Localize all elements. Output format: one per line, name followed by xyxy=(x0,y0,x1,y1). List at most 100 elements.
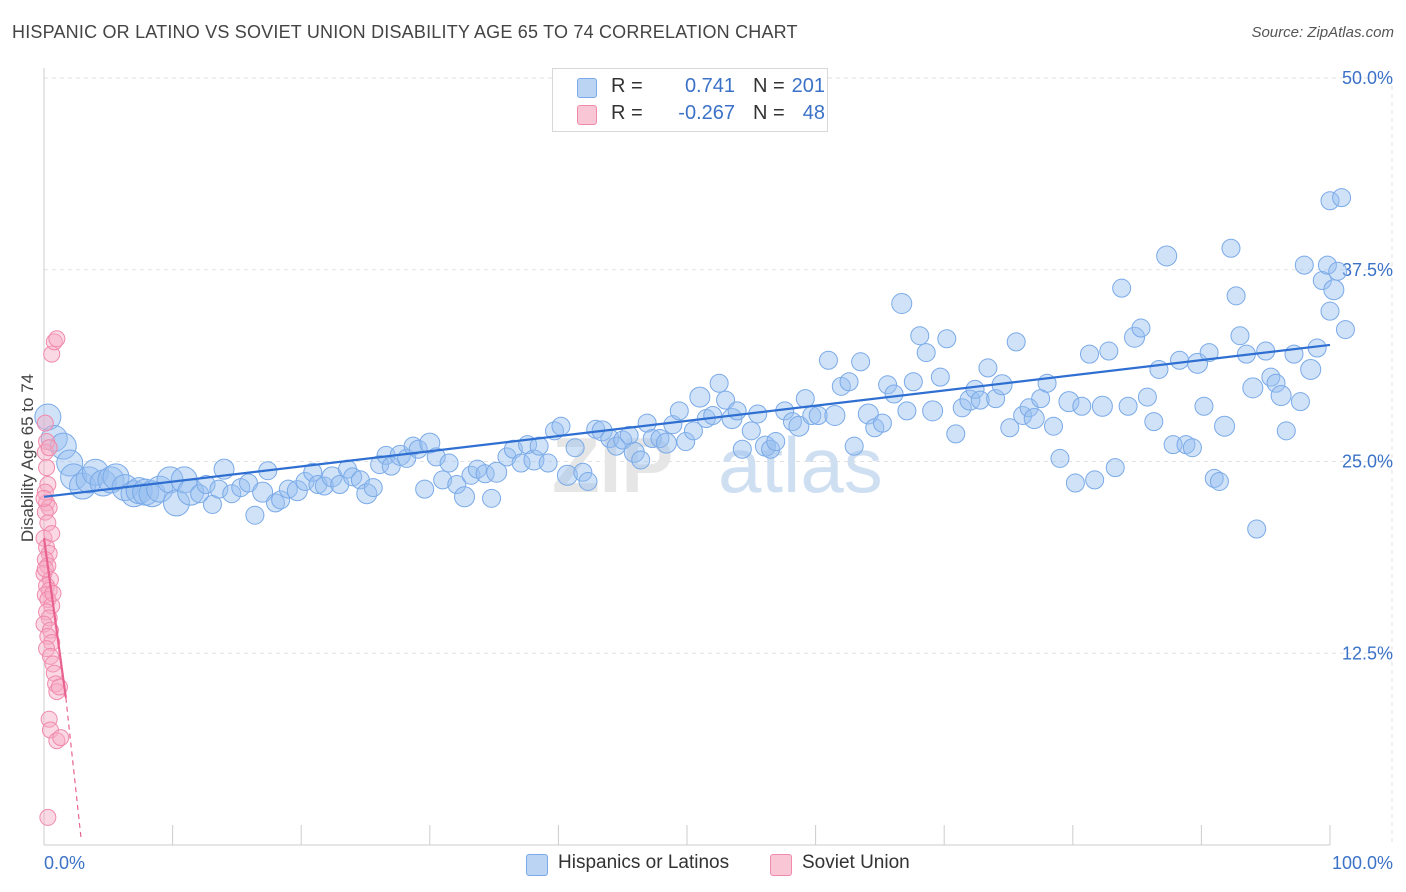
tick-labels: 12.5% 25.0% 37.5% 50.0% 0.0% 100.0% xyxy=(44,68,1393,873)
legend-swatch-pink xyxy=(577,105,597,125)
data-point xyxy=(1091,395,1113,417)
data-point xyxy=(209,479,229,499)
data-point xyxy=(1170,350,1190,370)
data-point xyxy=(872,413,892,433)
data-point xyxy=(314,476,334,496)
data-point xyxy=(265,493,285,513)
data-point xyxy=(952,398,972,418)
data-point xyxy=(1332,188,1352,208)
data-point xyxy=(529,436,549,456)
data-point xyxy=(252,481,274,503)
data-point xyxy=(1320,301,1340,321)
trend-line-hispanics xyxy=(43,343,1331,498)
data-point xyxy=(978,358,998,378)
data-point xyxy=(818,350,838,370)
data-point xyxy=(1050,448,1070,468)
chart-title: HISPANIC OR LATINO VS SOVIET UNION DISAB… xyxy=(12,22,798,42)
data-point xyxy=(916,343,936,363)
trend-line-soviet-extension xyxy=(65,697,82,841)
legend-r-value: 0.741 xyxy=(684,75,735,97)
data-point xyxy=(766,432,786,452)
data-point xyxy=(970,390,990,410)
data-point xyxy=(439,453,459,473)
legend-r-value: -0.267 xyxy=(678,102,735,124)
data-point xyxy=(703,405,723,425)
data-point xyxy=(556,464,578,486)
chart-source: Source: ZipAtlas.com xyxy=(1251,24,1394,41)
x-tick-label: 0.0% xyxy=(44,853,85,873)
x-tick-label: 100.0% xyxy=(1332,853,1393,873)
data-point xyxy=(732,439,752,459)
legend-n-label: N = xyxy=(753,102,785,124)
data-point xyxy=(1247,519,1267,539)
data-point xyxy=(1080,344,1100,364)
data-point xyxy=(788,415,810,437)
data-point xyxy=(238,473,258,493)
data-point xyxy=(839,372,859,392)
legend-r-label: R = xyxy=(611,102,643,124)
data-point xyxy=(486,461,508,483)
data-point xyxy=(40,439,58,457)
data-point xyxy=(403,436,423,456)
data-point xyxy=(891,292,913,314)
data-point xyxy=(965,379,985,399)
data-point xyxy=(1182,438,1202,458)
series-soviet-points xyxy=(35,330,70,826)
data-point xyxy=(245,505,265,525)
data-point xyxy=(946,424,966,444)
bottom-legend-swatch-pink xyxy=(770,854,792,876)
data-point xyxy=(1294,255,1314,275)
data-point xyxy=(676,432,696,452)
legend-swatch-blue xyxy=(577,78,597,98)
data-point xyxy=(1230,326,1250,346)
watermark-zip: ZIP xyxy=(552,421,673,509)
data-point xyxy=(1270,385,1292,407)
data-point xyxy=(45,333,63,351)
data-point xyxy=(1194,396,1214,416)
data-point xyxy=(1328,261,1348,281)
data-point xyxy=(795,389,815,409)
data-point xyxy=(415,479,435,499)
data-point xyxy=(1058,391,1080,413)
data-point xyxy=(689,386,711,408)
data-point xyxy=(1105,458,1125,478)
data-point xyxy=(1266,373,1286,393)
data-point xyxy=(782,412,802,432)
data-point xyxy=(844,436,864,456)
data-point xyxy=(897,401,917,421)
data-point xyxy=(363,478,383,498)
correlation-legend: R = 0.741 N = 201 R = -0.267 N = 48 xyxy=(552,68,828,132)
data-point xyxy=(727,401,747,421)
data-point xyxy=(1019,398,1039,418)
trend-lines xyxy=(42,343,1331,841)
data-point xyxy=(808,405,828,425)
y-axis-label: Disability Age 65 to 74 xyxy=(18,374,37,542)
data-point xyxy=(1199,343,1219,363)
data-point xyxy=(623,441,645,463)
data-point xyxy=(573,462,593,482)
data-point xyxy=(741,421,761,441)
data-point xyxy=(1317,255,1337,275)
data-point xyxy=(1320,191,1340,211)
series-hispanics-points xyxy=(34,188,1355,539)
data-point xyxy=(454,486,476,508)
data-point xyxy=(578,471,598,491)
data-point xyxy=(1149,359,1169,379)
data-point xyxy=(1323,279,1345,301)
data-point xyxy=(1118,396,1138,416)
data-point xyxy=(1276,421,1296,441)
data-point xyxy=(35,489,53,507)
data-point xyxy=(878,375,898,395)
data-point xyxy=(709,373,729,393)
data-point xyxy=(1226,286,1246,306)
data-point xyxy=(497,447,517,467)
data-point xyxy=(1137,387,1157,407)
data-point xyxy=(40,710,58,728)
data-point xyxy=(48,330,66,348)
data-point xyxy=(1261,367,1281,387)
data-point xyxy=(1085,470,1105,490)
data-point xyxy=(1221,238,1241,258)
data-point xyxy=(884,384,904,404)
data-point xyxy=(1000,418,1020,438)
